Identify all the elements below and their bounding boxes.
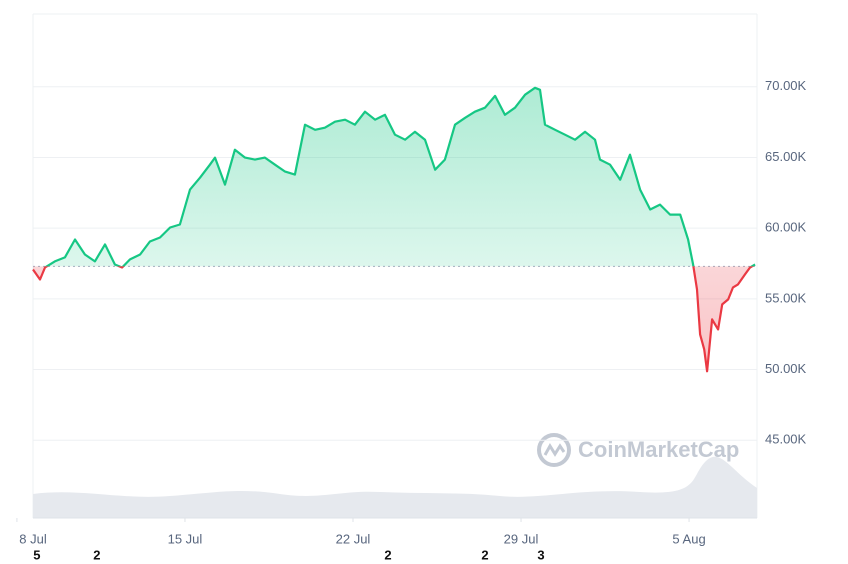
watermark: CoinMarketCap — [578, 437, 739, 462]
price-line-above — [44, 86, 756, 267]
annotation: 3 — [537, 547, 544, 562]
x-tick-label: 22 Jul — [336, 531, 371, 546]
y-tick-label: 50.00K — [765, 361, 807, 376]
watermark-logo — [537, 433, 571, 467]
x-tick-label: 15 Jul — [168, 531, 203, 546]
annotation: 2 — [93, 547, 100, 562]
annotation: 2 — [384, 547, 391, 562]
y-tick-label: 60.00K — [765, 220, 807, 235]
x-tick-label: 8 Jul — [19, 531, 47, 546]
x-tick-label: 5 Aug — [672, 531, 705, 546]
x-tick-label: 29 Jul — [504, 531, 539, 546]
volume-area — [33, 456, 757, 518]
y-tick-label: 70.00K — [765, 78, 807, 93]
y-tick-label: 55.00K — [765, 290, 807, 305]
annotation: 5 — [33, 547, 40, 562]
y-tick-label: 65.00K — [765, 149, 807, 164]
y-tick-label: 45.00K — [765, 432, 807, 447]
annotation: 2 — [481, 547, 488, 562]
area-above — [33, 87, 756, 267]
